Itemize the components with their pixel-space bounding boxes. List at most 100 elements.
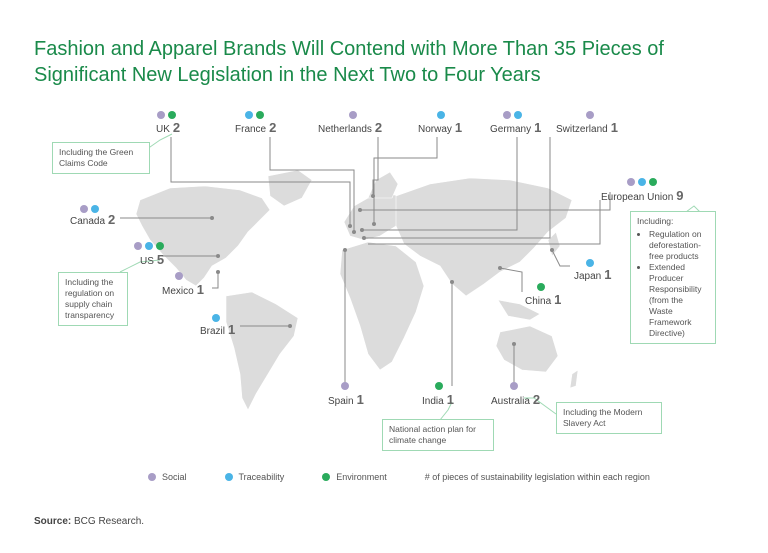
region-france: France 2 <box>235 120 276 135</box>
region-name: UK <box>156 124 170 135</box>
traceability-dot <box>514 111 522 119</box>
legend-label: Social <box>162 472 187 482</box>
region-uk: UK 2 <box>156 120 180 135</box>
canada-marker <box>210 216 214 220</box>
social-dot <box>175 272 183 280</box>
netherlands-marker <box>371 194 375 198</box>
region-name: Netherlands <box>318 124 372 135</box>
new-zealand-landmass <box>569 369 579 389</box>
north-america-landmass <box>135 185 271 287</box>
japan-marker <box>550 248 554 252</box>
switzerland-marker <box>362 236 366 240</box>
brazil-dots <box>212 314 220 322</box>
traceability-dot <box>224 473 233 481</box>
mexico-marker <box>216 270 220 274</box>
environment-dot <box>156 242 164 250</box>
spain-dots <box>341 382 349 390</box>
mexico-dots <box>175 272 183 280</box>
region-australia: Australia 2 <box>491 392 540 407</box>
region-mexico: Mexico 1 <box>162 282 204 297</box>
region-count: 1 <box>554 292 562 307</box>
norway-connector <box>373 137 438 224</box>
environment-dot <box>435 382 443 390</box>
legend-item-social: Social <box>148 472 187 482</box>
social-dot <box>148 473 156 481</box>
scandinavia-landmass <box>367 171 399 199</box>
source-text: BCG Research. <box>74 516 145 527</box>
region-count: 1 <box>446 392 454 407</box>
region-name: US <box>140 256 154 267</box>
legend: Social Traceability Environment # of pie… <box>148 472 688 482</box>
us-callout-leader <box>119 259 161 273</box>
region-name: Norway <box>418 124 452 135</box>
eu-callout-list: Regulation on deforestation-free product… <box>637 229 709 339</box>
source-note: Source: BCG Research. <box>34 516 144 527</box>
australia-callout-leader <box>524 397 557 415</box>
us-callout: Including the regulation on supply chain… <box>58 272 128 326</box>
switzerland-connector <box>364 137 551 239</box>
eu-dots <box>627 178 657 186</box>
france-marker <box>352 230 356 234</box>
eu-connector <box>360 192 611 211</box>
norway-dots <box>437 111 445 119</box>
traceability-dot <box>212 314 220 322</box>
environment-dot <box>322 473 331 481</box>
social-dot <box>627 178 635 186</box>
southeast-asia-islands <box>497 299 541 321</box>
asia-landmass <box>395 177 573 297</box>
region-count: 1 <box>454 120 463 135</box>
norway-marker <box>372 222 376 226</box>
region-name: European Union <box>601 192 674 203</box>
page-title: Fashion and Apparel Brands Will Contend … <box>34 38 664 86</box>
region-name: Switzerland <box>556 124 608 135</box>
region-name: India <box>422 396 444 407</box>
germany-dots <box>503 111 522 119</box>
environment-dot <box>537 283 545 291</box>
region-japan: Japan 1 <box>574 267 611 282</box>
france-connector <box>269 137 355 232</box>
region-name: Japan <box>574 271 602 282</box>
region-name: Mexico <box>162 286 194 297</box>
region-count: 2 <box>374 120 383 135</box>
traceability-dot <box>91 205 99 213</box>
africa-landmass <box>339 241 425 371</box>
region-name: Germany <box>490 124 532 135</box>
social-dot <box>349 111 357 119</box>
australia-marker <box>512 342 516 346</box>
region-count: 2 <box>172 120 181 135</box>
legend-label: Environment <box>336 472 387 482</box>
environment-dot <box>649 178 657 186</box>
social-dot <box>80 205 88 213</box>
region-count: 1 <box>356 392 364 407</box>
legend-item-environment: Environment <box>322 472 387 482</box>
legend-label: # of pieces of sustainability legislatio… <box>424 472 650 482</box>
traceability-dot <box>145 242 153 250</box>
china-marker <box>498 266 502 270</box>
source-label: Source: <box>34 516 72 527</box>
legend-item-traceability: Traceability <box>224 472 284 482</box>
social-dot <box>341 382 349 390</box>
region-name: China <box>525 296 552 307</box>
legend-count-note: # of pieces of sustainability legislatio… <box>425 472 650 482</box>
traceability-dot <box>638 178 646 186</box>
region-count: 5 <box>156 252 165 267</box>
region-spain: Spain 1 <box>328 392 364 407</box>
eu-callout: Including: Regulation on deforestation-f… <box>630 211 716 344</box>
india-dots <box>435 382 443 390</box>
social-dot <box>134 242 142 250</box>
switzerland-dots <box>586 111 594 119</box>
region-count: 1 <box>196 282 204 297</box>
china-dots <box>537 283 545 291</box>
eu-marker <box>358 208 362 212</box>
region-name: Brazil <box>200 326 226 337</box>
region-count: 1 <box>534 120 542 135</box>
region-name: Australia <box>491 396 530 407</box>
eu-callout-intro: Including: <box>637 216 674 226</box>
region-germany: Germany 1 <box>490 120 541 135</box>
germany-connector <box>362 137 518 231</box>
social-dot <box>503 111 511 119</box>
brazil-marker <box>288 324 292 328</box>
us-marker <box>216 254 220 258</box>
region-brazil: Brazil 1 <box>200 322 235 337</box>
